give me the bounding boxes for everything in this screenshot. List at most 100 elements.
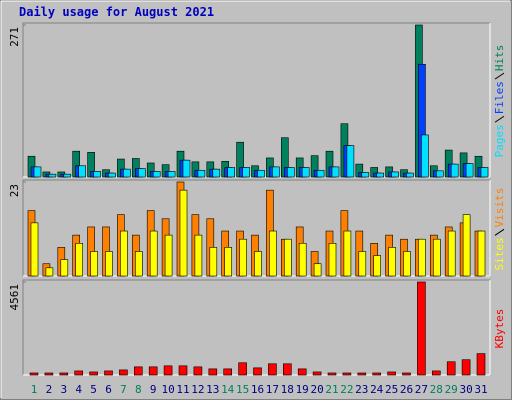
- bar: [431, 370, 441, 376]
- bar: [286, 167, 295, 178]
- x-tick-label: 4: [75, 383, 82, 396]
- legend-label: Visits: [493, 188, 506, 228]
- x-tick-label: 15: [236, 383, 249, 396]
- bar: [282, 363, 292, 376]
- bar: [108, 172, 116, 178]
- x-tick-label: 26: [400, 383, 413, 396]
- x-tick-label: 20: [310, 383, 323, 396]
- bar: [331, 166, 340, 178]
- bar: [403, 251, 411, 277]
- y-tick-label: 23: [8, 184, 21, 197]
- bar: [212, 168, 221, 178]
- bar: [119, 369, 128, 376]
- legend-separator: [494, 115, 505, 123]
- bar: [358, 251, 367, 277]
- bar: [417, 281, 426, 376]
- bar: [402, 372, 411, 376]
- x-tick-label: 30: [459, 383, 472, 396]
- bar: [120, 230, 128, 277]
- bar: [253, 367, 262, 376]
- bar: [105, 251, 113, 277]
- bar: [74, 370, 83, 376]
- x-tick-label: 7: [120, 383, 127, 396]
- x-tick-label: 3: [60, 383, 67, 396]
- bar: [432, 238, 441, 277]
- bar: [78, 165, 86, 178]
- legend-label: KBytes: [493, 309, 506, 349]
- bar: [164, 234, 173, 277]
- bar: [372, 372, 382, 376]
- bar: [406, 172, 414, 178]
- x-tick-label: 2: [46, 383, 53, 396]
- bar: [283, 238, 292, 277]
- bar: [167, 171, 176, 178]
- legend-separator: [494, 228, 505, 236]
- bar: [75, 243, 83, 277]
- legend-separator: [494, 72, 505, 80]
- bar: [476, 353, 486, 376]
- x-tick-label: 28: [430, 383, 443, 396]
- x-tick-label: 8: [135, 383, 142, 396]
- bar: [421, 134, 429, 178]
- bar: [238, 362, 247, 376]
- bar: [388, 247, 396, 277]
- legend-label: Hits: [493, 45, 506, 72]
- bar: [480, 167, 489, 178]
- bar: [223, 368, 232, 376]
- bar: [29, 372, 39, 376]
- legend-label: Files: [493, 81, 506, 114]
- bar: [135, 251, 143, 277]
- bar: [208, 368, 218, 376]
- bar: [391, 171, 399, 178]
- x-tick-label: 31: [474, 383, 487, 396]
- bar: [447, 230, 456, 277]
- bar: [361, 172, 370, 178]
- x-tick-label: 22: [340, 383, 353, 396]
- bar: [193, 366, 203, 376]
- bar: [44, 372, 54, 376]
- bar: [163, 365, 173, 376]
- x-tick-label: 14: [221, 383, 235, 396]
- bar: [313, 263, 322, 277]
- y-tick-label: 4561: [8, 284, 21, 311]
- bar: [257, 169, 265, 178]
- bar: [450, 163, 459, 178]
- x-tick-label: 25: [385, 383, 398, 396]
- bar: [63, 173, 72, 178]
- bar: [301, 167, 310, 178]
- bar: [312, 371, 322, 376]
- bar: [194, 234, 203, 277]
- bar: [328, 243, 337, 277]
- bar: [446, 361, 456, 376]
- x-tick-label: 23: [355, 383, 368, 396]
- bar: [461, 359, 471, 376]
- x-tick-label: 1: [31, 383, 38, 396]
- bar: [435, 170, 444, 178]
- legend-label: Pages: [493, 124, 506, 157]
- bar: [93, 171, 101, 178]
- bar: [242, 167, 250, 178]
- bar: [134, 366, 143, 376]
- x-tick-label: 19: [296, 383, 309, 396]
- bar: [59, 372, 69, 376]
- bar: [227, 167, 235, 178]
- bar: [477, 230, 486, 277]
- bar: [268, 363, 277, 376]
- bar: [148, 366, 158, 376]
- x-tick-label: 5: [90, 383, 97, 396]
- x-tick-label: 29: [445, 383, 458, 396]
- x-tick-label: 10: [161, 383, 174, 396]
- bar: [152, 171, 161, 178]
- bar: [178, 365, 188, 376]
- bar: [316, 169, 325, 178]
- bar: [239, 238, 247, 277]
- bar: [89, 371, 98, 376]
- bar: [48, 173, 57, 178]
- bar: [418, 238, 426, 277]
- bar: [138, 168, 146, 178]
- bar: [376, 172, 385, 178]
- bar: [327, 372, 337, 376]
- x-tick-label: 18: [281, 383, 294, 396]
- x-tick-label: 9: [150, 383, 157, 396]
